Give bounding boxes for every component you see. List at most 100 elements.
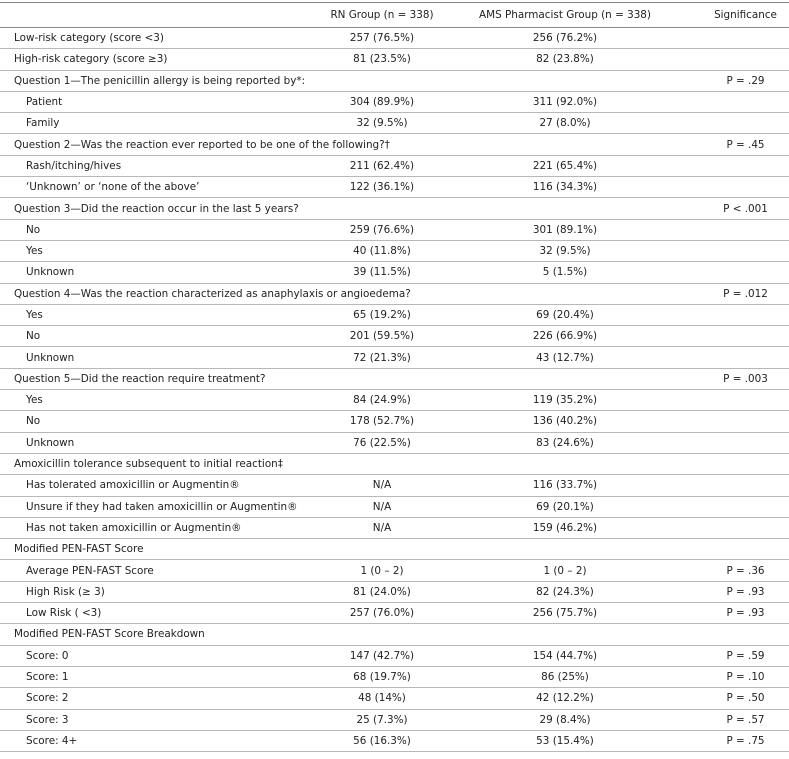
- ams-cell: 226 (66.9%): [464, 325, 666, 348]
- significance-cell: [666, 432, 789, 454]
- rn-cell: 48 (14%): [300, 687, 464, 710]
- significance-cell: [666, 453, 789, 476]
- row-label: Average PEN-FAST Score: [0, 559, 300, 582]
- header-cell: Significance: [666, 2, 789, 28]
- table-row: Low Risk ( <3) 257 (76.0%) 256 (75.7%) P = …: [0, 602, 789, 625]
- rn-cell: N/A: [300, 517, 464, 540]
- ams-cell: 29 (8.4%): [464, 709, 666, 731]
- table-row: Score: 2 48 (14%) 42 (12.2%) P = .50: [0, 687, 789, 710]
- ams-cell: 311 (92.0%): [464, 91, 666, 114]
- rn-cell: 68 (19.7%): [300, 666, 464, 689]
- significance-cell: [666, 389, 789, 412]
- row-label: Low-risk category (score <3): [0, 27, 300, 50]
- table-row: Unknown 39 (11.5%) 5 (1.5%): [0, 261, 789, 284]
- row-label: Score: 1: [0, 666, 300, 689]
- row-label: Unsure if they had taken amoxicillin or …: [0, 496, 300, 518]
- table-row: Unsure if they had taken amoxicillin or …: [0, 496, 789, 518]
- rn-cell: 39 (11.5%): [300, 261, 464, 284]
- row-label: Low Risk ( <3): [0, 602, 300, 625]
- rn-cell: 81 (23.5%): [300, 48, 464, 71]
- significance-cell: [666, 346, 789, 369]
- ams-cell: 83 (24.6%): [464, 432, 666, 454]
- table-row: Has tolerated amoxicillin or Augmentin® N…: [0, 474, 789, 497]
- significance-cell: [666, 176, 789, 199]
- rn-cell: 122 (36.1%): [300, 176, 464, 199]
- rn-cell: 72 (21.3%): [300, 346, 464, 369]
- row-label: No: [0, 325, 300, 348]
- significance-cell: [666, 304, 789, 327]
- ams-cell: 116 (34.3%): [464, 176, 666, 199]
- table-row: High Risk (≥ 3) 81 (24.0%) 82 (24.3%) P = .…: [0, 581, 789, 604]
- row-label: Score: 3: [0, 709, 300, 731]
- significance-cell: [666, 517, 789, 540]
- section-title: Question 5—Did the reaction require trea…: [0, 368, 666, 391]
- significance-cell: P < .001: [666, 197, 789, 220]
- rn-cell: 76 (22.5%): [300, 432, 464, 454]
- row-label: Score: 2: [0, 687, 300, 710]
- section-row: Question 1—The penicillin allergy is bei…: [0, 70, 789, 92]
- section-title: Modified PEN-FAST Score Breakdown: [0, 623, 666, 646]
- significance-cell: P = .012: [666, 283, 789, 305]
- rn-cell: 257 (76.5%): [300, 27, 464, 50]
- table-row: Score: 4+ 56 (16.3%) 53 (15.4%) P = .75: [0, 730, 789, 753]
- row-label: ‘Unknown’ or ‘none of the above’: [0, 176, 300, 199]
- table-row: No 178 (52.7%) 136 (40.2%): [0, 410, 789, 433]
- significance-cell: P = .75: [666, 730, 789, 753]
- row-label: Yes: [0, 389, 300, 412]
- table-row: Patient 304 (89.9%) 311 (92.0%): [0, 91, 789, 114]
- ams-cell: 5 (1.5%): [464, 261, 666, 284]
- table-row: Unknown 72 (21.3%) 43 (12.7%): [0, 346, 789, 369]
- table-row: Score: 3 25 (7.3%) 29 (8.4%) P = .57: [0, 709, 789, 731]
- row-label: No: [0, 219, 300, 241]
- table-row: No 259 (76.6%) 301 (89.1%): [0, 219, 789, 241]
- row-label: Unknown: [0, 432, 300, 454]
- rn-cell: 65 (19.2%): [300, 304, 464, 327]
- table-row: Yes 40 (11.8%) 32 (9.5%): [0, 240, 789, 263]
- ams-cell: 82 (24.3%): [464, 581, 666, 604]
- ams-cell: 159 (46.2%): [464, 517, 666, 540]
- section-row: Question 2—Was the reaction ever reporte…: [0, 133, 789, 156]
- ams-cell: 116 (33.7%): [464, 474, 666, 497]
- ams-cell: 256 (75.7%): [464, 602, 666, 625]
- row-label: Yes: [0, 304, 300, 327]
- row-label: Has not taken amoxicillin or Augmentin®: [0, 517, 300, 540]
- significance-cell: [666, 155, 789, 178]
- significance-cell: P = .93: [666, 581, 789, 604]
- row-label: Score: 0: [0, 645, 300, 667]
- row-label: Score: 4+: [0, 730, 300, 753]
- row-label: Has tolerated amoxicillin or Augmentin®: [0, 474, 300, 497]
- rn-cell: 25 (7.3%): [300, 709, 464, 731]
- significance-cell: P = .36: [666, 559, 789, 582]
- header-row: RN Group (n = 338) AMS Pharmacist Group …: [0, 2, 789, 28]
- section-title: Modified PEN-FAST Score: [0, 538, 666, 561]
- significance-cell: [666, 219, 789, 241]
- table-row: Yes 65 (19.2%) 69 (20.4%): [0, 304, 789, 327]
- significance-cell: [666, 538, 789, 561]
- ams-cell: 42 (12.2%): [464, 687, 666, 710]
- ams-cell: 301 (89.1%): [464, 219, 666, 241]
- ams-cell: 69 (20.1%): [464, 496, 666, 518]
- significance-cell: P = .29: [666, 70, 789, 92]
- section-title: Question 1—The penicillin allergy is bei…: [0, 70, 666, 92]
- rn-cell: 211 (62.4%): [300, 155, 464, 178]
- table-row: Rash/itching/hives 211 (62.4%) 221 (65.4%): [0, 155, 789, 178]
- row-label: Patient: [0, 91, 300, 114]
- ams-cell: 119 (35.2%): [464, 389, 666, 412]
- ams-cell: 136 (40.2%): [464, 410, 666, 433]
- rn-cell: 32 (9.5%): [300, 112, 464, 135]
- row-label: Yes: [0, 240, 300, 263]
- ams-cell: 69 (20.4%): [464, 304, 666, 327]
- rn-cell: 178 (52.7%): [300, 410, 464, 433]
- rn-cell: 259 (76.6%): [300, 219, 464, 241]
- table-row: Family 32 (9.5%) 27 (8.0%): [0, 112, 789, 135]
- row-label: High Risk (≥ 3): [0, 581, 300, 604]
- ams-cell: 86 (25%): [464, 666, 666, 689]
- table-row: No 201 (59.5%) 226 (66.9%): [0, 325, 789, 348]
- section-title: Question 3—Did the reaction occur in the…: [0, 197, 666, 220]
- significance-cell: P = .59: [666, 645, 789, 667]
- ams-cell: 154 (44.7%): [464, 645, 666, 667]
- section-title: Amoxicillin tolerance subsequent to init…: [0, 453, 666, 476]
- significance-cell: [666, 325, 789, 348]
- table-row: Score: 0 147 (42.7%) 154 (44.7%) P = .59: [0, 645, 789, 667]
- table-row: Unknown 76 (22.5%) 83 (24.6%): [0, 432, 789, 454]
